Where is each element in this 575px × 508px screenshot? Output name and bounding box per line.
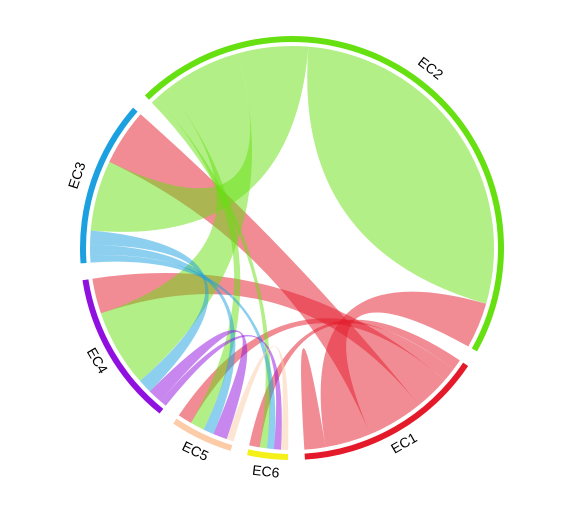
track-ec3 xyxy=(80,107,138,264)
link-ec3-ec4 xyxy=(90,230,209,392)
link-ec2-ec2 xyxy=(307,46,495,304)
label-ec6: EC6 xyxy=(251,462,280,481)
track-ec6 xyxy=(247,449,289,460)
link-ec1-ec5 xyxy=(178,318,454,423)
sector-tracks xyxy=(80,36,505,460)
label-ec3: EC3 xyxy=(65,160,89,191)
track-ec2 xyxy=(144,36,505,352)
link-ec5-ec6 xyxy=(226,346,289,450)
link-ec1-ec4 xyxy=(92,272,445,406)
link-ec1-ec1 xyxy=(301,348,326,450)
label-ec2: EC2 xyxy=(415,53,447,82)
track-ec4 xyxy=(82,279,164,414)
link-ec1-ec2 xyxy=(320,291,487,448)
chord-links xyxy=(90,46,495,450)
track-ec5 xyxy=(173,418,233,451)
link-ec2-ec4 xyxy=(100,53,253,382)
link-ec4-ec5 xyxy=(149,329,248,440)
link-ec2-ec3 xyxy=(90,46,309,232)
